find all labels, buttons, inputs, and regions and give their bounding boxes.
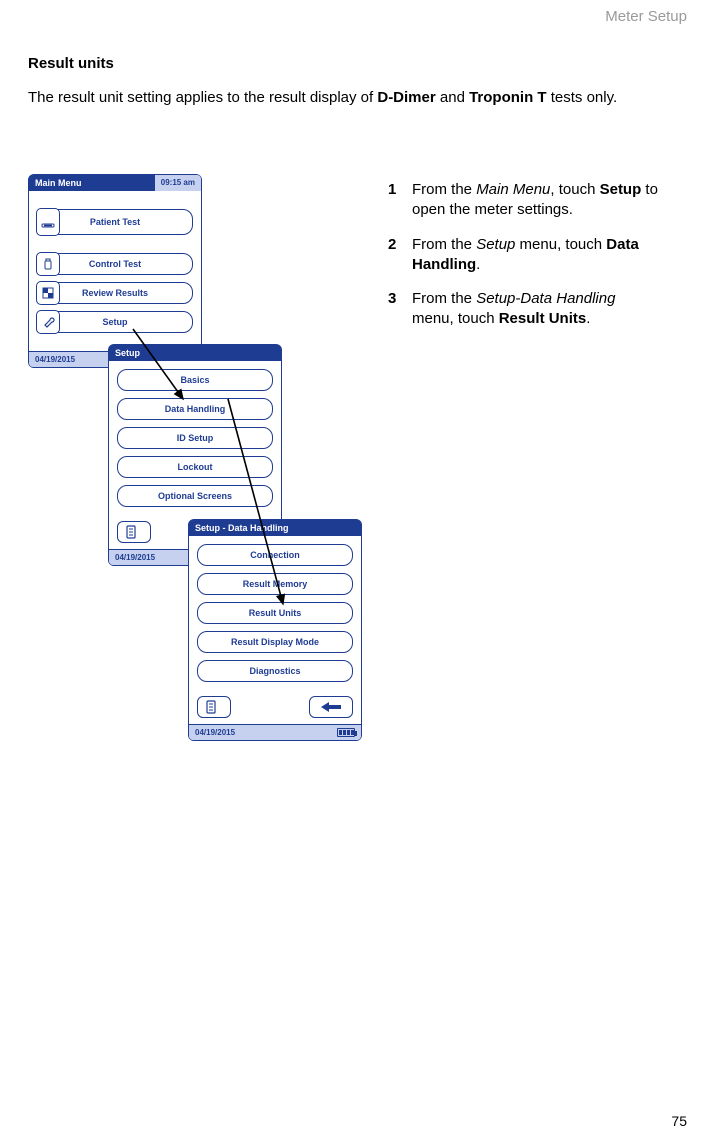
id-setup-button[interactable]: ID Setup [117,427,273,449]
step-bold: Setup [600,181,642,198]
wrench-icon [36,310,60,334]
button-label: Result Memory [243,579,308,589]
meter-date: 04/19/2015 [35,355,75,364]
logout-button[interactable] [197,696,231,718]
diagnostics-button[interactable]: Diagnostics [197,660,353,682]
meter-header: Setup - Data Handling [189,520,361,536]
step-3: 3 From the Setup-Data Handling menu, tou… [388,289,661,330]
intro-mid: and [436,89,469,106]
meter-title: Main Menu [29,175,155,191]
bottom-row [189,696,361,724]
step-1: 1 From the Main Menu, touch Setup to ope… [388,180,661,221]
meter-body: Basics Data Handling ID Setup Lockout Op… [109,361,281,521]
step-number: 3 [388,289,396,309]
step-number: 2 [388,235,396,255]
meter-footer: 04/19/2015 [189,724,361,740]
meter-body: Connection Result Memory Result Units Re… [189,536,361,696]
result-units-button[interactable]: Result Units [197,602,353,624]
button-label: Connection [250,550,300,560]
step-2: 2 From the Setup menu, touch Data Handli… [388,235,661,276]
button-label: Control Test [89,259,141,269]
optional-screens-button[interactable]: Optional Screens [117,485,273,507]
meter-header: Setup [109,345,281,361]
screen-main-menu: Main Menu 09:15 am Patient Test Control … [28,174,202,368]
step-italic: Setup-Data Handling [476,290,615,307]
meter-title: Setup [109,345,281,361]
button-label: Result Display Mode [231,637,319,647]
button-label: Review Results [82,288,148,298]
button-label: ID Setup [177,433,214,443]
step-text: From the [412,181,476,198]
battery-icon [337,728,355,737]
intro-bold-1: D-Dimer [377,89,435,106]
button-label: Setup [102,317,127,327]
button-label: Lockout [178,462,213,472]
results-icon [36,281,60,305]
intro-post: tests only. [547,89,618,106]
logout-button[interactable] [117,521,151,543]
button-label: Data Handling [165,404,226,414]
result-memory-button[interactable]: Result Memory [197,573,353,595]
button-label: Basics [180,375,209,385]
meter-date: 04/19/2015 [115,553,155,562]
step-text: . [476,256,480,273]
button-label: Diagnostics [249,666,300,676]
step-text: menu, touch [515,236,606,253]
step-text: . [586,310,590,327]
button-label: Optional Screens [158,491,232,501]
meter-date: 04/19/2015 [195,728,235,737]
intro-bold-2: Troponin T [469,89,546,106]
section-title: Result units [28,55,114,72]
step-text: , touch [550,181,599,198]
screen-data-handling: Setup - Data Handling Connection Result … [188,519,362,741]
step-italic: Setup [476,236,515,253]
step-number: 1 [388,180,396,200]
review-results-button[interactable]: Review Results [37,282,193,304]
lockout-button[interactable]: Lockout [117,456,273,478]
instruction-list: 1 From the Main Menu, touch Setup to ope… [388,180,661,344]
step-italic: Main Menu [476,181,550,198]
bottle-icon [36,252,60,276]
meter-header: Main Menu 09:15 am [29,175,201,191]
step-bold: Result Units [499,310,587,327]
basics-button[interactable]: Basics [117,369,273,391]
button-label: Patient Test [90,217,140,227]
step-text: menu, touch [412,310,499,327]
button-label: Result Units [249,608,302,618]
connection-button[interactable]: Connection [197,544,353,566]
patient-test-button[interactable]: Patient Test [37,209,193,235]
data-handling-button[interactable]: Data Handling [117,398,273,420]
setup-button[interactable]: Setup [37,311,193,333]
intro-text: The result unit setting applies to the r… [28,88,683,108]
screens-cascade: Main Menu 09:15 am Patient Test Control … [28,174,368,794]
sample-icon [36,208,60,236]
page-header: Meter Setup [605,8,687,25]
meter-body: Patient Test Control Test Review Results… [29,191,201,351]
meter-time: 09:15 am [155,175,201,191]
page-number: 75 [671,1113,687,1129]
result-display-mode-button[interactable]: Result Display Mode [197,631,353,653]
back-button[interactable] [309,696,353,718]
control-test-button[interactable]: Control Test [37,253,193,275]
step-text: From the [412,290,476,307]
step-text: From the [412,236,476,253]
intro-pre: The result unit setting applies to the r… [28,89,377,106]
meter-title: Setup - Data Handling [189,520,361,536]
